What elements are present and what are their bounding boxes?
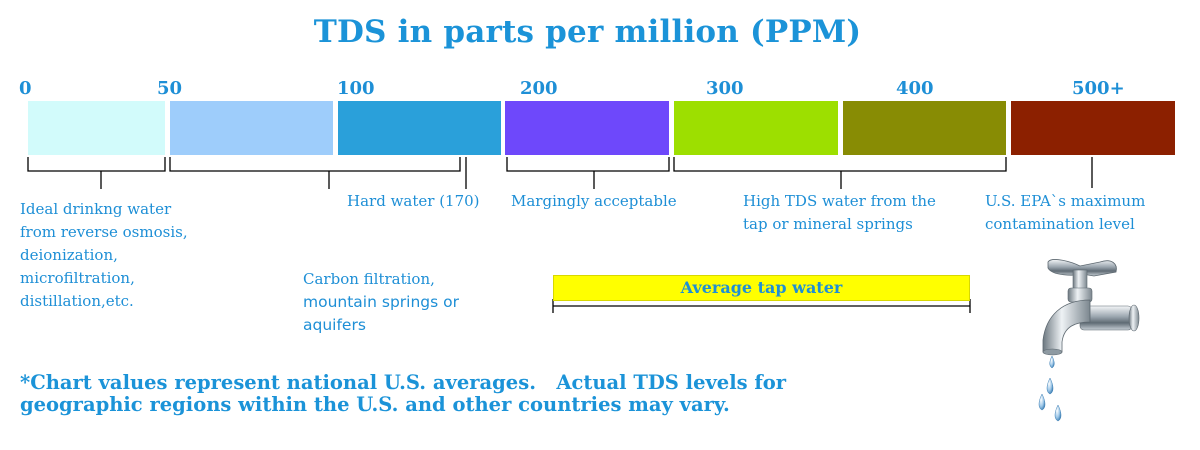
label-ideal-line-5: distillation,etc. (20, 292, 134, 310)
label-ideal-line-4: microfiltration, (20, 269, 135, 287)
label-high-tds-line-1: High TDS water from the (743, 192, 936, 210)
scale-segment-500-plus (1011, 101, 1175, 155)
label-carbon-filtration: Carbon filtration, mountain springs or a… (303, 268, 459, 337)
label-epa-max: U.S. EPA`s maximum contamination level (985, 190, 1145, 236)
tick-label-500-plus: 500+ (1072, 78, 1125, 99)
label-hard-water: Hard water (170) (347, 192, 480, 210)
scale-segment-100-200 (338, 101, 501, 155)
bracket-ideal (27, 157, 166, 172)
footnote-line-1: *Chart values represent national U.S. av… (20, 371, 787, 394)
tick-label-400: 400 (896, 78, 934, 99)
footnote-line-2: geographic regions within the U.S. and o… (20, 393, 730, 416)
bracket-high-tds (673, 157, 1007, 172)
tick-label-100: 100 (337, 78, 375, 99)
chart-title: TDS in parts per million (PPM) (313, 14, 862, 50)
label-epa-line-2: contamination level (985, 215, 1135, 233)
label-marginally-acceptable: Margingly acceptable (511, 192, 677, 210)
label-carbon-line-3: aquifers (303, 316, 366, 334)
tick-label-200: 200 (520, 78, 558, 99)
label-epa-line-1: U.S. EPA`s maximum (985, 192, 1146, 210)
tick-label-300: 300 (706, 78, 744, 99)
label-high-tds-line-2: tap or mineral springs (743, 215, 913, 233)
bracket-marginal (506, 157, 670, 172)
scale-segment-300-350 (674, 101, 838, 155)
scale-segment-50-100 (170, 101, 333, 155)
scale-segment-0-50 (28, 101, 165, 155)
label-ideal-line-3: deionization, (20, 246, 118, 264)
label-ideal-drinking-water: Ideal drinkng water from reverse osmosis… (20, 198, 188, 313)
tick-label-50: 50 (157, 78, 183, 99)
scale-segment-350-500 (843, 101, 1006, 155)
scale-segment-200-300 (505, 101, 669, 155)
bracket-carbon (169, 157, 461, 172)
label-ideal-line-1: Ideal drinkng water (20, 200, 172, 218)
faucet-handle (1047, 259, 1117, 277)
label-carbon-line-2: mountain springs or (303, 293, 459, 311)
label-carbon-line-1: Carbon filtration, (303, 270, 435, 288)
label-high-tds: High TDS water from the tap or mineral s… (743, 190, 936, 236)
footnote: *Chart values represent national U.S. av… (20, 372, 786, 416)
tick-label-0: 0 (19, 78, 32, 99)
label-ideal-line-2: from reverse osmosis, (20, 223, 188, 241)
average-tap-water-bar: Average tap water (553, 275, 970, 301)
average-tap-range (552, 299, 971, 313)
